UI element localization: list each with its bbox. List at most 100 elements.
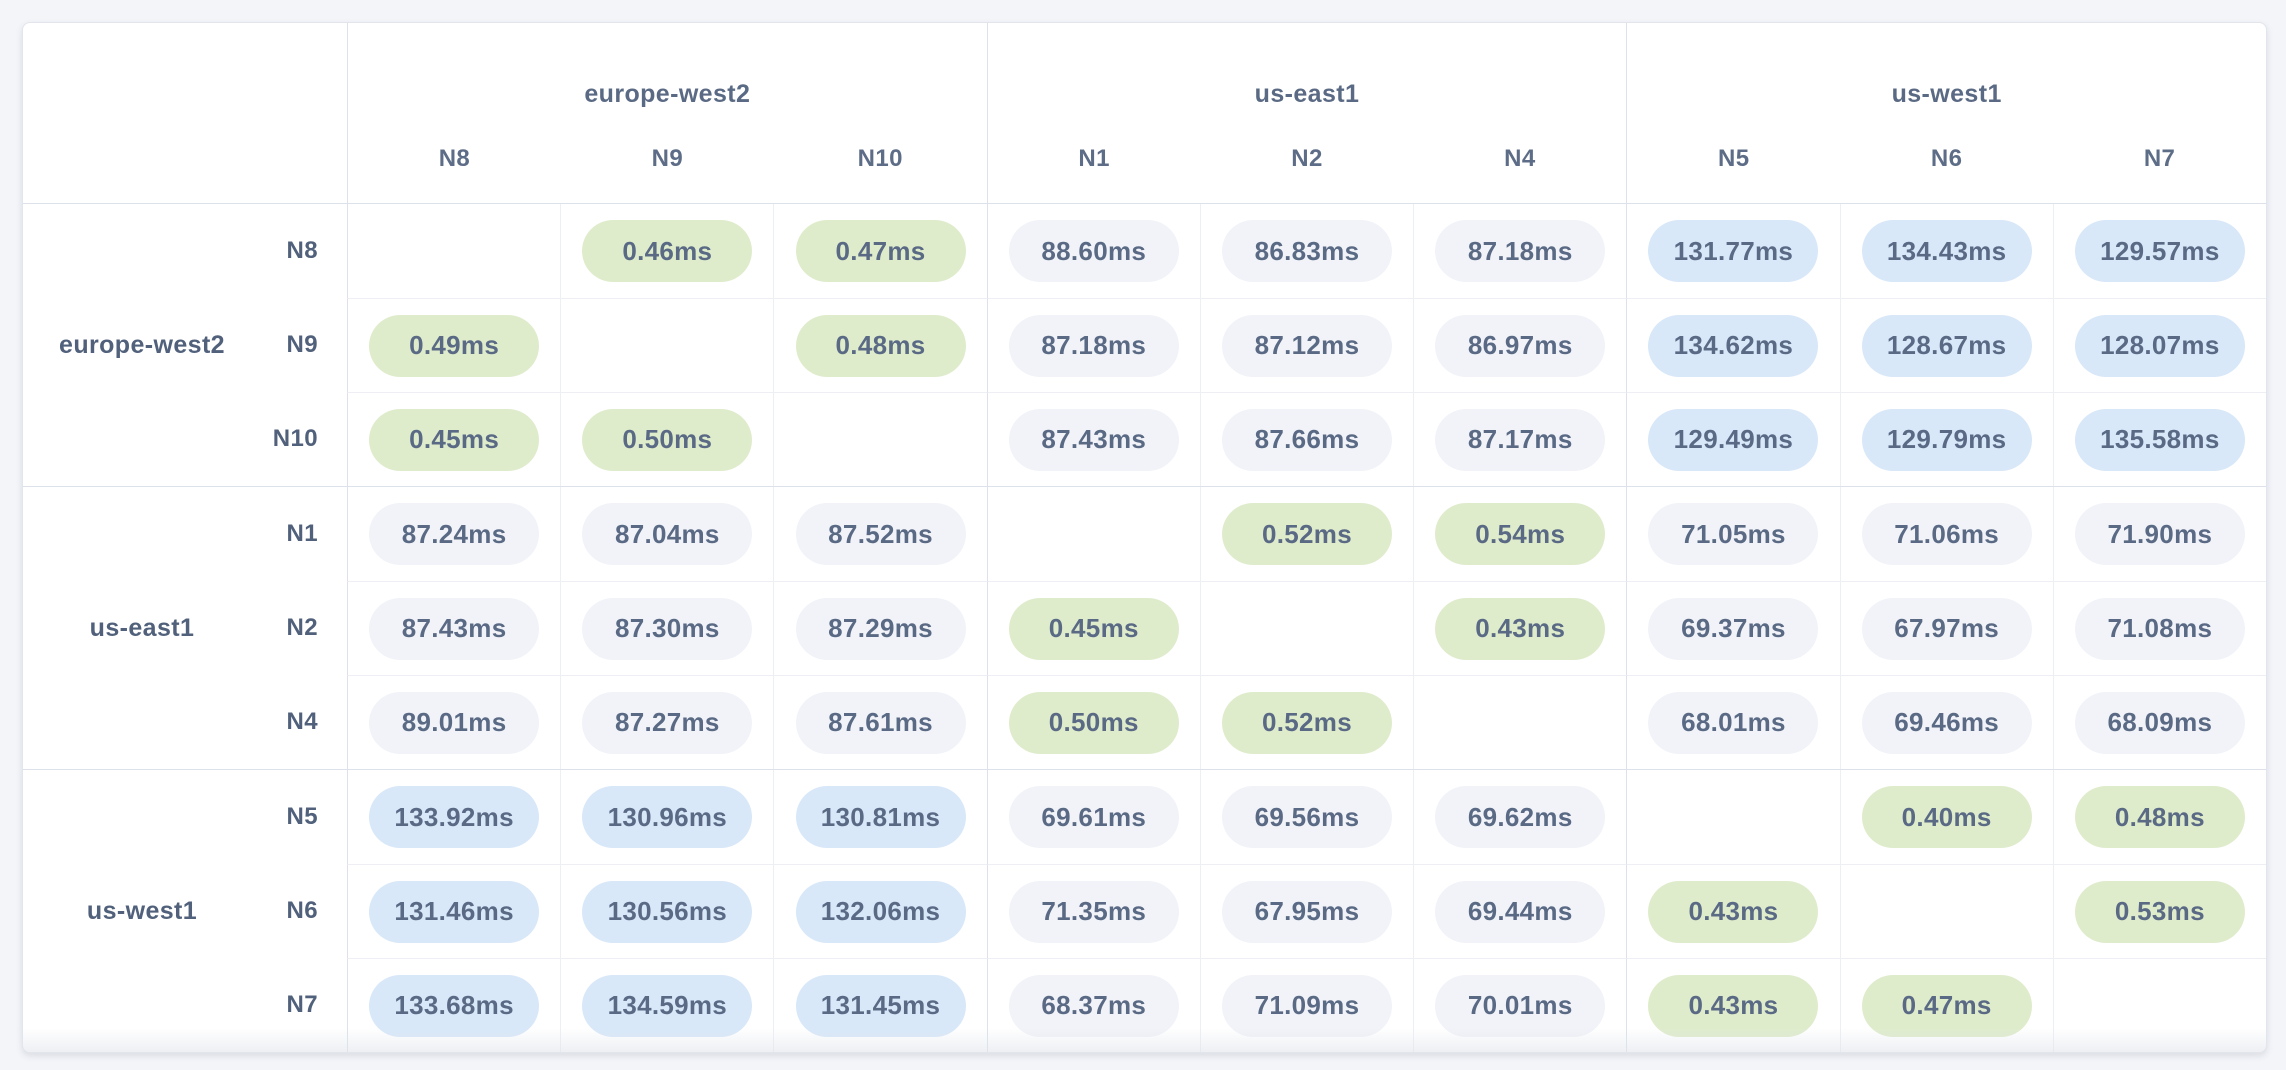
column-region-name: europe-west2 xyxy=(584,80,751,108)
latency-pill: 0.53ms xyxy=(2074,880,2245,943)
latency-cell: 131.46ms xyxy=(347,864,561,958)
latency-cell: 134.62ms xyxy=(1626,298,1840,392)
latency-cell-self xyxy=(347,204,560,298)
latency-cell: 86.97ms xyxy=(1413,298,1627,392)
node-row-label: N1 xyxy=(286,520,318,547)
latency-cell: 0.46ms xyxy=(560,204,773,298)
column-node-headers: N8 N9 N10 xyxy=(348,145,987,173)
latency-pill: 87.43ms xyxy=(1008,408,1179,471)
latency-pill: 87.61ms xyxy=(795,691,966,754)
latency-cell: 87.30ms xyxy=(560,581,774,675)
latency-cell: 0.48ms xyxy=(2052,770,2266,864)
latency-cell: 87.29ms xyxy=(773,581,987,675)
row-group-label-cell: us-west1 N5 N6 N7 xyxy=(23,770,347,1052)
latency-cell: 132.06ms xyxy=(773,864,987,958)
latency-pill: 71.08ms xyxy=(2074,597,2245,660)
column-header-node: N2 xyxy=(1291,145,1323,172)
row-group: europe-west2 N8 N9 N10 0.46ms 0.47ms 88.60ms 86… xyxy=(23,204,2266,486)
latency-pill: 131.45ms xyxy=(795,974,966,1037)
latency-pill: 0.49ms xyxy=(369,314,540,377)
latency-cell: 69.62ms xyxy=(1413,770,1626,864)
latency-pill: 0.40ms xyxy=(1861,786,2032,848)
latency-cell-self xyxy=(1413,675,1627,769)
latency-pill: 0.45ms xyxy=(1008,597,1179,660)
latency-pill: 89.01ms xyxy=(369,691,540,754)
latency-cell: 0.43ms xyxy=(1626,864,1840,958)
latency-cell: 0.43ms xyxy=(1413,581,1627,675)
latency-pill: 69.62ms xyxy=(1435,786,1606,848)
latency-cell: 0.45ms xyxy=(347,392,561,486)
latency-pill: 0.52ms xyxy=(1221,691,1392,754)
latency-cell: 67.95ms xyxy=(1199,864,1414,958)
row-group: us-west1 N5 N6 N7 133.92ms 130.96ms 130.81ms 69… xyxy=(23,769,2266,1052)
column-group-europe-west2: europe-west2 N8 N9 N10 xyxy=(347,23,987,203)
latency-pill: 86.83ms xyxy=(1221,220,1392,282)
latency-cell: 0.54ms xyxy=(1413,487,1626,581)
latency-cell: 71.08ms xyxy=(2052,581,2266,675)
latency-cell: 69.46ms xyxy=(1839,675,2053,769)
latency-pill: 0.50ms xyxy=(1008,691,1179,754)
latency-cell: 0.50ms xyxy=(986,675,1200,769)
latency-cell-self xyxy=(2052,958,2266,1052)
latency-cell: 69.61ms xyxy=(986,770,1200,864)
latency-pill: 87.04ms xyxy=(582,503,753,565)
latency-pill: 87.18ms xyxy=(1008,314,1179,377)
latency-pill: 0.48ms xyxy=(2074,786,2245,848)
latency-cell: 0.52ms xyxy=(1199,675,1414,769)
latency-cell: 0.40ms xyxy=(1839,770,2053,864)
row-region-label: us-west1 xyxy=(86,896,198,925)
node-row-label: N4 xyxy=(286,708,318,735)
latency-cell: 69.37ms xyxy=(1626,581,1840,675)
latency-cell: 87.18ms xyxy=(986,298,1200,392)
latency-pill: 87.24ms xyxy=(369,503,540,565)
corner-cell xyxy=(23,23,347,203)
latency-cell: 87.04ms xyxy=(560,487,773,581)
latency-cell: 0.53ms xyxy=(2052,864,2266,958)
latency-cell: 0.47ms xyxy=(773,204,986,298)
latency-cell: 131.77ms xyxy=(1626,204,1839,298)
latency-cell: 87.12ms xyxy=(1199,298,1414,392)
latency-cell: 87.52ms xyxy=(773,487,986,581)
column-header-node: N1 xyxy=(1078,145,1110,172)
node-row-label: N7 xyxy=(286,991,318,1018)
latency-cell-self xyxy=(1839,864,2053,958)
column-header-node: N4 xyxy=(1504,145,1536,172)
latency-cell: 134.59ms xyxy=(560,958,774,1052)
latency-pill: 0.47ms xyxy=(1861,974,2032,1037)
node-row-label: N9 xyxy=(286,331,318,358)
latency-cell-self xyxy=(986,487,1200,581)
column-region-name: us-east1 xyxy=(1254,80,1360,108)
node-row-label: N2 xyxy=(286,614,318,641)
latency-pill: 0.47ms xyxy=(795,220,966,282)
column-header-node: N10 xyxy=(857,145,903,172)
latency-pill: 128.07ms xyxy=(2074,314,2245,377)
latency-cell: 68.01ms xyxy=(1626,675,1840,769)
latency-cell: 70.01ms xyxy=(1413,958,1627,1052)
row-region-label: us-east1 xyxy=(89,613,195,642)
matrix-header: europe-west2 N8 N9 N10 us-east1 N1 N2 N4… xyxy=(23,23,2266,204)
latency-cell: 130.96ms xyxy=(560,770,773,864)
latency-pill: 0.52ms xyxy=(1221,503,1392,565)
latency-pill: 0.46ms xyxy=(582,220,753,282)
latency-cell: 0.48ms xyxy=(773,298,987,392)
latency-pill: 130.81ms xyxy=(795,786,966,848)
latency-pill: 128.67ms xyxy=(1861,314,2032,377)
latency-pill: 71.35ms xyxy=(1008,880,1179,943)
latency-pill: 0.43ms xyxy=(1648,974,1819,1037)
latency-cell: 128.67ms xyxy=(1839,298,2053,392)
latency-pill: 129.49ms xyxy=(1648,408,1819,471)
latency-cell: 131.45ms xyxy=(773,958,987,1052)
latency-cell: 68.09ms xyxy=(2052,675,2266,769)
latency-pill: 69.37ms xyxy=(1648,597,1819,660)
latency-pill: 134.59ms xyxy=(582,974,753,1037)
latency-cell: 67.97ms xyxy=(1839,581,2053,675)
latency-pill: 67.97ms xyxy=(1861,597,2032,660)
latency-pill: 70.01ms xyxy=(1435,974,1606,1037)
row-group-label-cell: europe-west2 N8 N9 N10 xyxy=(23,204,347,486)
latency-cell: 0.52ms xyxy=(1199,487,1413,581)
column-header-node: N6 xyxy=(1930,145,1963,172)
latency-cell: 89.01ms xyxy=(347,675,561,769)
latency-cell: 133.92ms xyxy=(347,770,560,864)
row-group-label-cell: us-east1 N1 N2 N4 xyxy=(23,487,347,769)
latency-cell: 129.79ms xyxy=(1839,392,2053,486)
